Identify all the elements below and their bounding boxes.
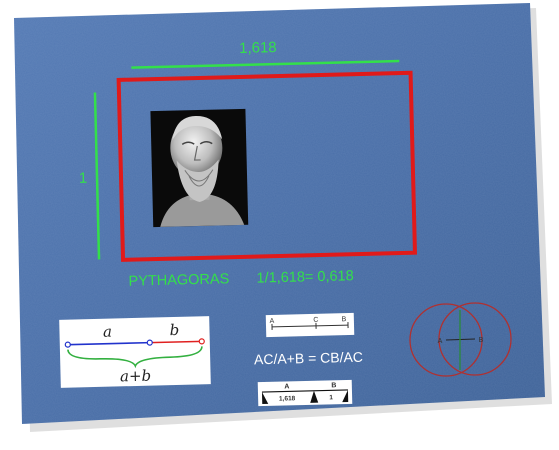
circles-label-b: B [479, 337, 484, 344]
side-dimension-line [93, 92, 101, 260]
golden-ratio-caption-formula: 1/1,618= 0,618 [256, 268, 354, 286]
segment-label-b: b [169, 321, 179, 339]
portrait-caption-name: PYTHAGORAS [128, 271, 229, 289]
circles-label-a: A [438, 338, 443, 345]
line-label-b: B [341, 316, 346, 323]
circles-diagram: A B [409, 302, 512, 377]
segment-brace [67, 346, 203, 369]
ruler-label-a: A [284, 383, 289, 390]
segment-label-a: a [103, 323, 112, 341]
top-dimension-label: 1,618 [239, 39, 277, 57]
line-label-a: A [269, 318, 274, 325]
side-dimension-label: 1 [79, 170, 88, 187]
acb-line-diagram: A C B [265, 312, 355, 338]
ruler-label-b: B [331, 382, 336, 389]
ruler-diagram: A B 1,618 1 [257, 379, 353, 407]
segment-label-sum: a+b [120, 367, 152, 386]
line-label-c: C [313, 317, 318, 324]
ratio-formula: AC/A+B = CB/AC [254, 349, 363, 368]
ruler-value-b: 1 [329, 394, 333, 401]
pythagoras-portrait [150, 108, 249, 228]
segment-diagram: a b a+b [59, 316, 211, 388]
top-dimension-line [131, 59, 400, 69]
ruler-value-a: 1,618 [279, 395, 296, 402]
bust-icon [160, 116, 245, 227]
golden-rectangle-frame [116, 70, 418, 262]
